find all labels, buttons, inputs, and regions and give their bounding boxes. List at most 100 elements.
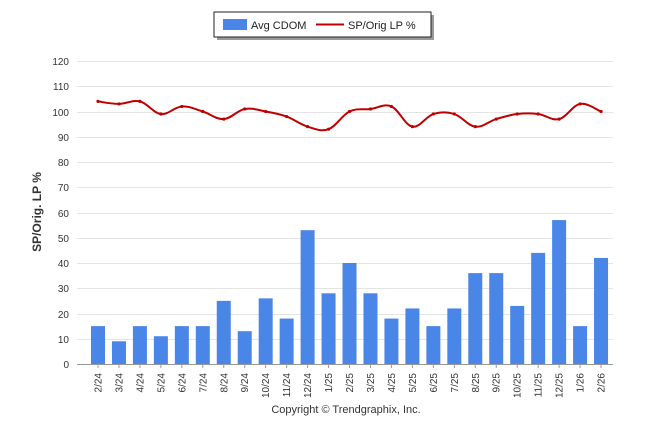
line-point-6/25 bbox=[431, 112, 435, 116]
line-point-3/25 bbox=[368, 107, 373, 111]
legend-box bbox=[213, 11, 432, 38]
line-path bbox=[97, 99, 602, 132]
line-point-4/25 bbox=[389, 104, 394, 109]
line-point-3/24 bbox=[117, 102, 121, 106]
legend-label-avg-cdom: Avg CDOM bbox=[251, 20, 306, 32]
x-tick-label: 1/25 bbox=[324, 373, 335, 393]
x-tick-label: 4/25 bbox=[387, 373, 398, 393]
x-tick-label: 5/25 bbox=[408, 373, 419, 393]
x-tick-label: 10/24 bbox=[261, 373, 272, 398]
x-tick-label: 1/26 bbox=[576, 373, 587, 393]
x-tick-label: 12/25 bbox=[555, 373, 566, 398]
line-point-9/24 bbox=[243, 107, 247, 111]
bar-2/26 bbox=[594, 257, 609, 364]
x-tick-label: 11/25 bbox=[534, 373, 545, 398]
line-point-6/24 bbox=[180, 104, 184, 109]
x-tick-label: 6/25 bbox=[429, 373, 440, 393]
x-tick-label: 8/24 bbox=[219, 373, 230, 393]
line-point-8/24 bbox=[222, 117, 226, 121]
line-point-4/24 bbox=[138, 99, 142, 103]
x-tick-label: 4/24 bbox=[135, 373, 146, 393]
x-tick-label: 9/24 bbox=[240, 373, 251, 393]
bar-4/25 bbox=[384, 318, 399, 364]
x-tick-label: 7/24 bbox=[198, 373, 209, 393]
bar-8/24 bbox=[216, 300, 231, 364]
legend-label-sp-orig-lp: SP/Orig LP % bbox=[348, 20, 416, 32]
y-tick-label: 10 bbox=[58, 335, 70, 346]
y-tick-label: 0 bbox=[63, 360, 69, 371]
y-tick-label: 80 bbox=[58, 158, 70, 169]
line-point-10/24 bbox=[264, 109, 268, 114]
y-tick-label: 40 bbox=[58, 259, 70, 270]
bar-5/24 bbox=[153, 336, 168, 364]
bar-11/25 bbox=[531, 252, 546, 364]
x-tick-label: 3/24 bbox=[114, 373, 125, 393]
bar-2/24 bbox=[91, 326, 105, 364]
x-tick-label: 10/25 bbox=[513, 373, 524, 398]
bar-3/25 bbox=[363, 293, 378, 364]
y-tick-label: 60 bbox=[58, 209, 70, 220]
line-series-sp-orig-lp bbox=[96, 99, 603, 132]
bar-2/25 bbox=[342, 263, 357, 364]
bar-3/24 bbox=[111, 341, 126, 364]
line-point-1/26 bbox=[578, 102, 582, 106]
y-tick-label: 70 bbox=[58, 183, 70, 194]
bar-4/24 bbox=[132, 326, 147, 364]
line-point-7/25 bbox=[452, 112, 456, 116]
line-point-8/25 bbox=[473, 125, 477, 129]
x-tick-label: 9/25 bbox=[492, 373, 503, 393]
line-point-12/25 bbox=[557, 117, 561, 121]
legend: Avg CDOM SP/Orig LP % bbox=[213, 11, 434, 40]
bar-10/24 bbox=[258, 298, 273, 364]
legend-swatch-avg-cdom bbox=[223, 19, 247, 30]
line-point-5/25 bbox=[410, 125, 414, 129]
bar-1/26 bbox=[573, 326, 588, 364]
bar-10/25 bbox=[510, 305, 525, 364]
line-point-11/25 bbox=[536, 112, 540, 116]
y-tick-label: 100 bbox=[52, 108, 69, 119]
x-axis-ticks: 2/24 3/24 4/24 5/24 6/24 7/24 8/24 9/24 10/24 11/… bbox=[94, 364, 608, 398]
y-tick-label: 50 bbox=[58, 234, 70, 245]
line-point-12/24 bbox=[306, 125, 310, 129]
copyright-footer: Copyright © Trendgraphix, Inc. bbox=[271, 404, 420, 416]
y-tick-label: 20 bbox=[58, 310, 70, 321]
bar-5/25 bbox=[405, 308, 420, 364]
y-axis-label: SP/Orig. LP % bbox=[30, 172, 44, 252]
x-tick-label: 7/25 bbox=[450, 373, 461, 393]
bar-11/24 bbox=[279, 318, 294, 364]
bar-12/25 bbox=[552, 220, 567, 364]
y-axis-ticks: 0 10 20 30 40 50 60 70 80 90 100 110 120 bbox=[52, 57, 69, 371]
bar-6/25 bbox=[426, 326, 441, 364]
line-point-11/24 bbox=[285, 114, 289, 119]
bar-8/25 bbox=[468, 273, 483, 364]
line-point-9/25 bbox=[494, 117, 498, 121]
bar-6/24 bbox=[174, 326, 189, 364]
x-tick-label: 8/25 bbox=[471, 373, 482, 393]
line-point-2/26 bbox=[599, 109, 603, 114]
x-tick-label: 5/24 bbox=[156, 373, 167, 393]
bar-series-avg-cdom bbox=[91, 220, 609, 364]
line-point-1/25 bbox=[326, 127, 331, 131]
line-point-5/24 bbox=[159, 112, 163, 116]
bar-7/24 bbox=[195, 326, 210, 364]
bar-1/25 bbox=[321, 293, 336, 364]
y-tick-label: 120 bbox=[52, 57, 69, 68]
x-tick-label: 6/24 bbox=[177, 373, 188, 393]
x-tick-label: 12/24 bbox=[303, 373, 314, 398]
line-point-7/24 bbox=[201, 109, 205, 114]
x-tick-label: 2/26 bbox=[597, 373, 608, 393]
x-tick-label: 11/24 bbox=[282, 373, 293, 398]
bar-9/24 bbox=[237, 331, 252, 364]
bar-7/25 bbox=[447, 308, 462, 364]
bar-9/25 bbox=[489, 273, 504, 364]
line-point-10/25 bbox=[515, 112, 519, 116]
y-tick-label: 30 bbox=[58, 284, 70, 295]
y-tick-label: 90 bbox=[58, 133, 70, 144]
x-tick-label: 2/25 bbox=[345, 373, 356, 393]
bar-12/24 bbox=[300, 230, 315, 364]
y-tick-label: 110 bbox=[53, 82, 69, 93]
line-point-2/25 bbox=[347, 109, 352, 114]
x-tick-label: 2/24 bbox=[94, 373, 105, 393]
x-tick-label: 3/25 bbox=[366, 373, 377, 393]
